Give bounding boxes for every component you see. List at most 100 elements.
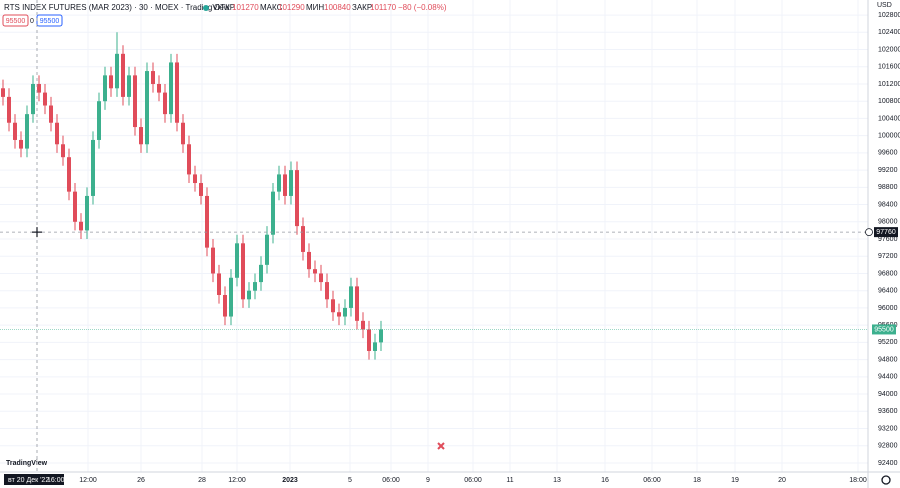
y-tick-label: 96400	[878, 288, 898, 295]
y-tick-label: 101600	[878, 64, 900, 71]
x-marker[interactable]	[437, 442, 445, 450]
candle-body	[97, 101, 101, 140]
y-tick-label: 96800	[878, 270, 898, 277]
last-price-badge	[872, 324, 896, 335]
y-tick-label: 98800	[878, 184, 898, 191]
candle-body	[163, 92, 167, 115]
candle-body	[79, 221, 83, 231]
candle-body	[229, 277, 233, 317]
y-tick-label: 95200	[878, 339, 898, 346]
candle-body	[247, 290, 251, 300]
candle-body	[277, 174, 281, 192]
candle-body	[49, 105, 53, 123]
y-tick-label: 94000	[878, 391, 898, 398]
legend-low-label: МИН	[306, 3, 324, 12]
currency[interactable]: USD	[877, 2, 892, 9]
crosshair-date-label: вт 20 Дек '22	[8, 477, 49, 484]
x-tick-label: 19	[731, 477, 739, 484]
candle-body	[283, 174, 287, 196]
candle-body	[61, 144, 65, 158]
y-tick-label: 100400	[878, 115, 900, 122]
candle-body	[31, 83, 35, 115]
crosshair-price-badge	[874, 227, 898, 238]
candle-body	[67, 157, 71, 192]
legend-high: 101290	[278, 3, 305, 12]
y-tick-label: 102800	[878, 12, 900, 19]
candle-body	[7, 96, 11, 123]
y-tick-label: 100000	[878, 133, 900, 140]
legend-close-label: ЗАКР	[352, 3, 372, 12]
candle-body	[289, 170, 293, 196]
x-tick-label: 28	[198, 477, 206, 484]
candle-body	[43, 92, 47, 106]
candle-body	[193, 174, 197, 184]
y-tick-label: 102000	[878, 46, 900, 53]
candle-body	[271, 191, 275, 235]
candle-body	[265, 234, 269, 265]
candle-body	[211, 247, 215, 274]
x-tick-label: 12:00	[79, 477, 97, 484]
y-tick-label: 99200	[878, 167, 898, 174]
x-tick-label: 26	[137, 477, 145, 484]
x-tick-label: 9	[426, 477, 430, 484]
spread: 0	[30, 18, 34, 25]
chart-title: RTS INDEX FUTURES (MAR 2023) · 30 · MOEX…	[4, 3, 230, 12]
candle-body	[127, 75, 131, 97]
candle-body	[253, 282, 257, 291]
x-tick-label: 2023	[282, 477, 298, 484]
candle-body	[19, 139, 23, 149]
candle-body	[199, 183, 203, 196]
grid	[0, 0, 868, 472]
settings-icon[interactable]	[881, 475, 891, 485]
candle-body	[301, 226, 305, 252]
x-tick-label: 18:00	[849, 477, 867, 484]
crosshair-time-badge	[4, 474, 64, 485]
y-tick-label: 94800	[878, 356, 898, 363]
candle-body	[319, 273, 323, 283]
sell-price[interactable]: 95500	[6, 18, 26, 25]
candle-body	[25, 114, 29, 149]
candle-body	[91, 139, 95, 196]
candle-body	[169, 62, 173, 115]
candle-body	[85, 195, 89, 231]
candle-body	[337, 312, 341, 317]
candle-body	[139, 127, 143, 145]
candle-body	[133, 75, 137, 128]
x-tick-label: 06:00	[382, 477, 400, 484]
logo: TradingView	[6, 460, 48, 467]
y-tick-label: 98000	[878, 219, 898, 226]
sell-button[interactable]	[2, 14, 29, 27]
buy-price[interactable]: 95500	[40, 18, 60, 25]
candle-body	[331, 299, 335, 313]
candle-body	[349, 286, 353, 308]
candle-body	[1, 88, 5, 97]
candle-body	[379, 329, 383, 343]
candle-body	[73, 191, 77, 222]
candle-body	[223, 295, 227, 317]
candle-body	[307, 251, 311, 270]
y-tick-label: 101200	[878, 81, 900, 88]
x-tick-label: 06:00	[643, 477, 661, 484]
y-tick-label: 97200	[878, 253, 898, 260]
candle-body	[103, 75, 107, 102]
add-alert-icon[interactable]	[865, 228, 873, 237]
x-tick-label: 12:00	[228, 477, 246, 484]
candle-body	[37, 83, 41, 93]
plot	[1, 32, 383, 360]
candle-body	[13, 122, 17, 140]
candle-body	[259, 264, 263, 283]
y-tick-label: 92800	[878, 443, 898, 450]
last-price-label: 95500	[874, 326, 894, 333]
candle-body	[109, 75, 113, 89]
candle-body	[145, 71, 149, 145]
x-tick-label: 06:00	[464, 477, 482, 484]
candle-body	[121, 53, 125, 97]
candle-body	[325, 282, 329, 300]
y-tick-label: 94400	[878, 374, 898, 381]
candle-body	[361, 320, 365, 330]
y-tick-label: 93600	[878, 408, 898, 415]
candle-body	[55, 122, 59, 145]
